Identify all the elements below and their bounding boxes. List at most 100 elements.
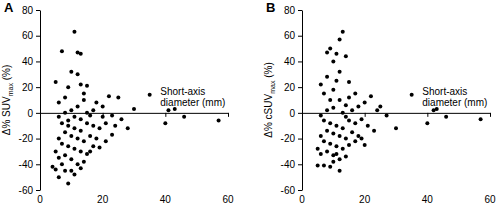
point	[66, 144, 70, 148]
point	[322, 139, 326, 143]
y-tick-label: -40	[19, 159, 34, 170]
y-tick: -20	[19, 133, 40, 144]
y-axis: -60-40-20020406080	[19, 5, 41, 196]
point	[91, 144, 95, 148]
point	[79, 149, 83, 153]
point	[360, 117, 364, 121]
point	[101, 104, 105, 108]
point	[316, 147, 320, 151]
y-axis-title-part: (%)	[263, 62, 274, 80]
y-tick-mark	[36, 36, 40, 37]
point	[57, 101, 61, 105]
point	[372, 129, 376, 133]
point	[319, 83, 323, 87]
point	[394, 126, 398, 130]
point	[344, 137, 348, 141]
x-tick	[365, 113, 366, 117]
point	[72, 126, 76, 130]
point	[60, 49, 64, 53]
point	[98, 146, 102, 150]
point	[98, 126, 102, 130]
x-tick-mark	[302, 113, 303, 117]
y-tick-label: 0	[27, 108, 33, 119]
y-tick-mark	[298, 61, 302, 62]
point	[113, 124, 117, 128]
y-axis-line	[40, 11, 41, 191]
x-tick-mark	[228, 113, 229, 117]
point	[82, 139, 86, 143]
point	[79, 52, 83, 56]
point	[325, 75, 329, 79]
point	[72, 147, 76, 151]
y-tick: 20	[22, 82, 40, 93]
y-axis-title-part: max	[7, 83, 14, 97]
y-tick-label: -40	[281, 159, 296, 170]
x-tick-mark	[40, 113, 41, 117]
point	[91, 108, 95, 112]
x-axis-line	[41, 113, 229, 114]
point	[341, 30, 345, 34]
point	[328, 165, 332, 169]
point	[69, 157, 73, 161]
point	[353, 121, 357, 125]
point	[85, 152, 89, 156]
y-tick: 0	[289, 108, 302, 119]
y-tick-mark	[298, 87, 302, 88]
x-tick	[490, 113, 491, 117]
x-axis-title-line: Short-axis	[422, 86, 467, 97]
y-tick-label: -20	[281, 133, 296, 144]
point	[76, 104, 80, 108]
point	[444, 115, 448, 119]
point	[88, 149, 92, 153]
y-tick: 40	[284, 56, 302, 67]
x-tick-label: 40	[422, 194, 434, 205]
point	[338, 134, 342, 138]
x-tick-label: 20	[359, 194, 371, 205]
point	[344, 115, 348, 119]
x-tick-label: 60	[484, 194, 496, 205]
point	[85, 111, 89, 115]
point	[72, 115, 76, 119]
point	[60, 162, 64, 166]
point	[410, 93, 414, 97]
point	[328, 121, 332, 125]
panel: -60-40-200204060800204060Short-axisdiame…	[1, 5, 234, 205]
point	[319, 134, 323, 138]
point	[63, 169, 67, 173]
point	[375, 108, 379, 112]
point	[119, 117, 123, 121]
panel-label: B	[266, 0, 275, 15]
x-tick-mark	[165, 113, 166, 117]
point	[101, 115, 105, 119]
point	[425, 121, 429, 125]
y-tick-label: 0	[289, 108, 295, 119]
x-tick-label: 20	[97, 194, 109, 205]
point	[369, 94, 373, 98]
point	[217, 119, 221, 123]
point	[353, 139, 357, 143]
y-tick-mark	[36, 87, 40, 88]
point	[88, 134, 92, 138]
y-tick-label: 20	[22, 82, 34, 93]
point	[82, 92, 86, 96]
point	[57, 156, 61, 160]
y-axis-title-part: max	[269, 80, 276, 94]
y-tick-label: 20	[284, 82, 296, 93]
point	[110, 113, 114, 117]
point	[378, 104, 382, 108]
point	[57, 115, 61, 119]
point	[334, 152, 338, 156]
point	[69, 134, 73, 138]
point	[334, 144, 338, 148]
y-tick-mark	[36, 190, 40, 191]
x-axis-title-line: diameter (mm)	[160, 97, 225, 108]
point	[432, 108, 436, 112]
y-tick-mark	[298, 190, 302, 191]
figure: -60-40-200204060800204060Short-axisdiame…	[0, 0, 500, 206]
point	[60, 121, 64, 125]
point	[331, 160, 335, 164]
point	[94, 101, 98, 105]
y-tick-label: -20	[19, 133, 34, 144]
point	[69, 108, 73, 112]
y-tick-label: 80	[284, 5, 296, 16]
